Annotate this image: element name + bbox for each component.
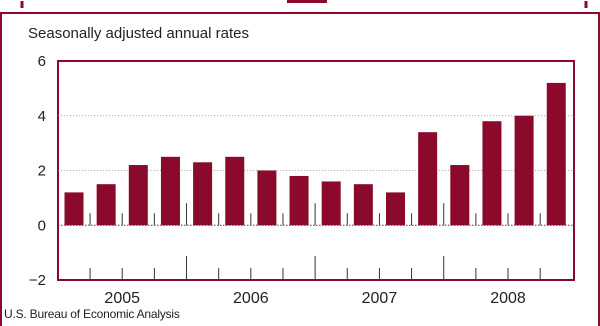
bar (546, 82, 566, 226)
year-label: 2007 (362, 290, 398, 307)
y-axis-ticks: 6 4 2 0 −2 (29, 53, 46, 289)
y-tick-label: −2 (29, 272, 46, 289)
bar (321, 181, 341, 226)
year-label: 2005 (104, 290, 140, 307)
y-tick-label: 0 (38, 217, 46, 234)
bars (64, 82, 566, 226)
source-credit: U.S. Bureau of Economic Analysis (4, 307, 180, 321)
bar (386, 192, 405, 226)
bar (450, 165, 470, 226)
year-label: 2008 (490, 290, 526, 307)
bar (225, 156, 245, 226)
title-remnant (287, 0, 327, 3)
quarter-ticks (89, 203, 541, 280)
bar (128, 165, 148, 226)
year-label: 2006 (233, 290, 269, 307)
bar (514, 115, 534, 226)
bar (257, 170, 277, 226)
bar (193, 162, 213, 226)
bar (482, 121, 502, 226)
bar (353, 184, 373, 226)
chart-subtitle: Seasonally adjusted annual rates (28, 25, 249, 42)
bar (96, 184, 116, 226)
y-tick-label: 4 (38, 108, 46, 125)
y-tick-label: 6 (38, 53, 46, 70)
x-axis-labels: 20052006200720082009 (104, 290, 526, 307)
y-tick-label: 2 (38, 163, 46, 180)
bar (418, 132, 438, 226)
bar (160, 156, 180, 226)
bar (289, 175, 309, 226)
bar (64, 192, 84, 226)
